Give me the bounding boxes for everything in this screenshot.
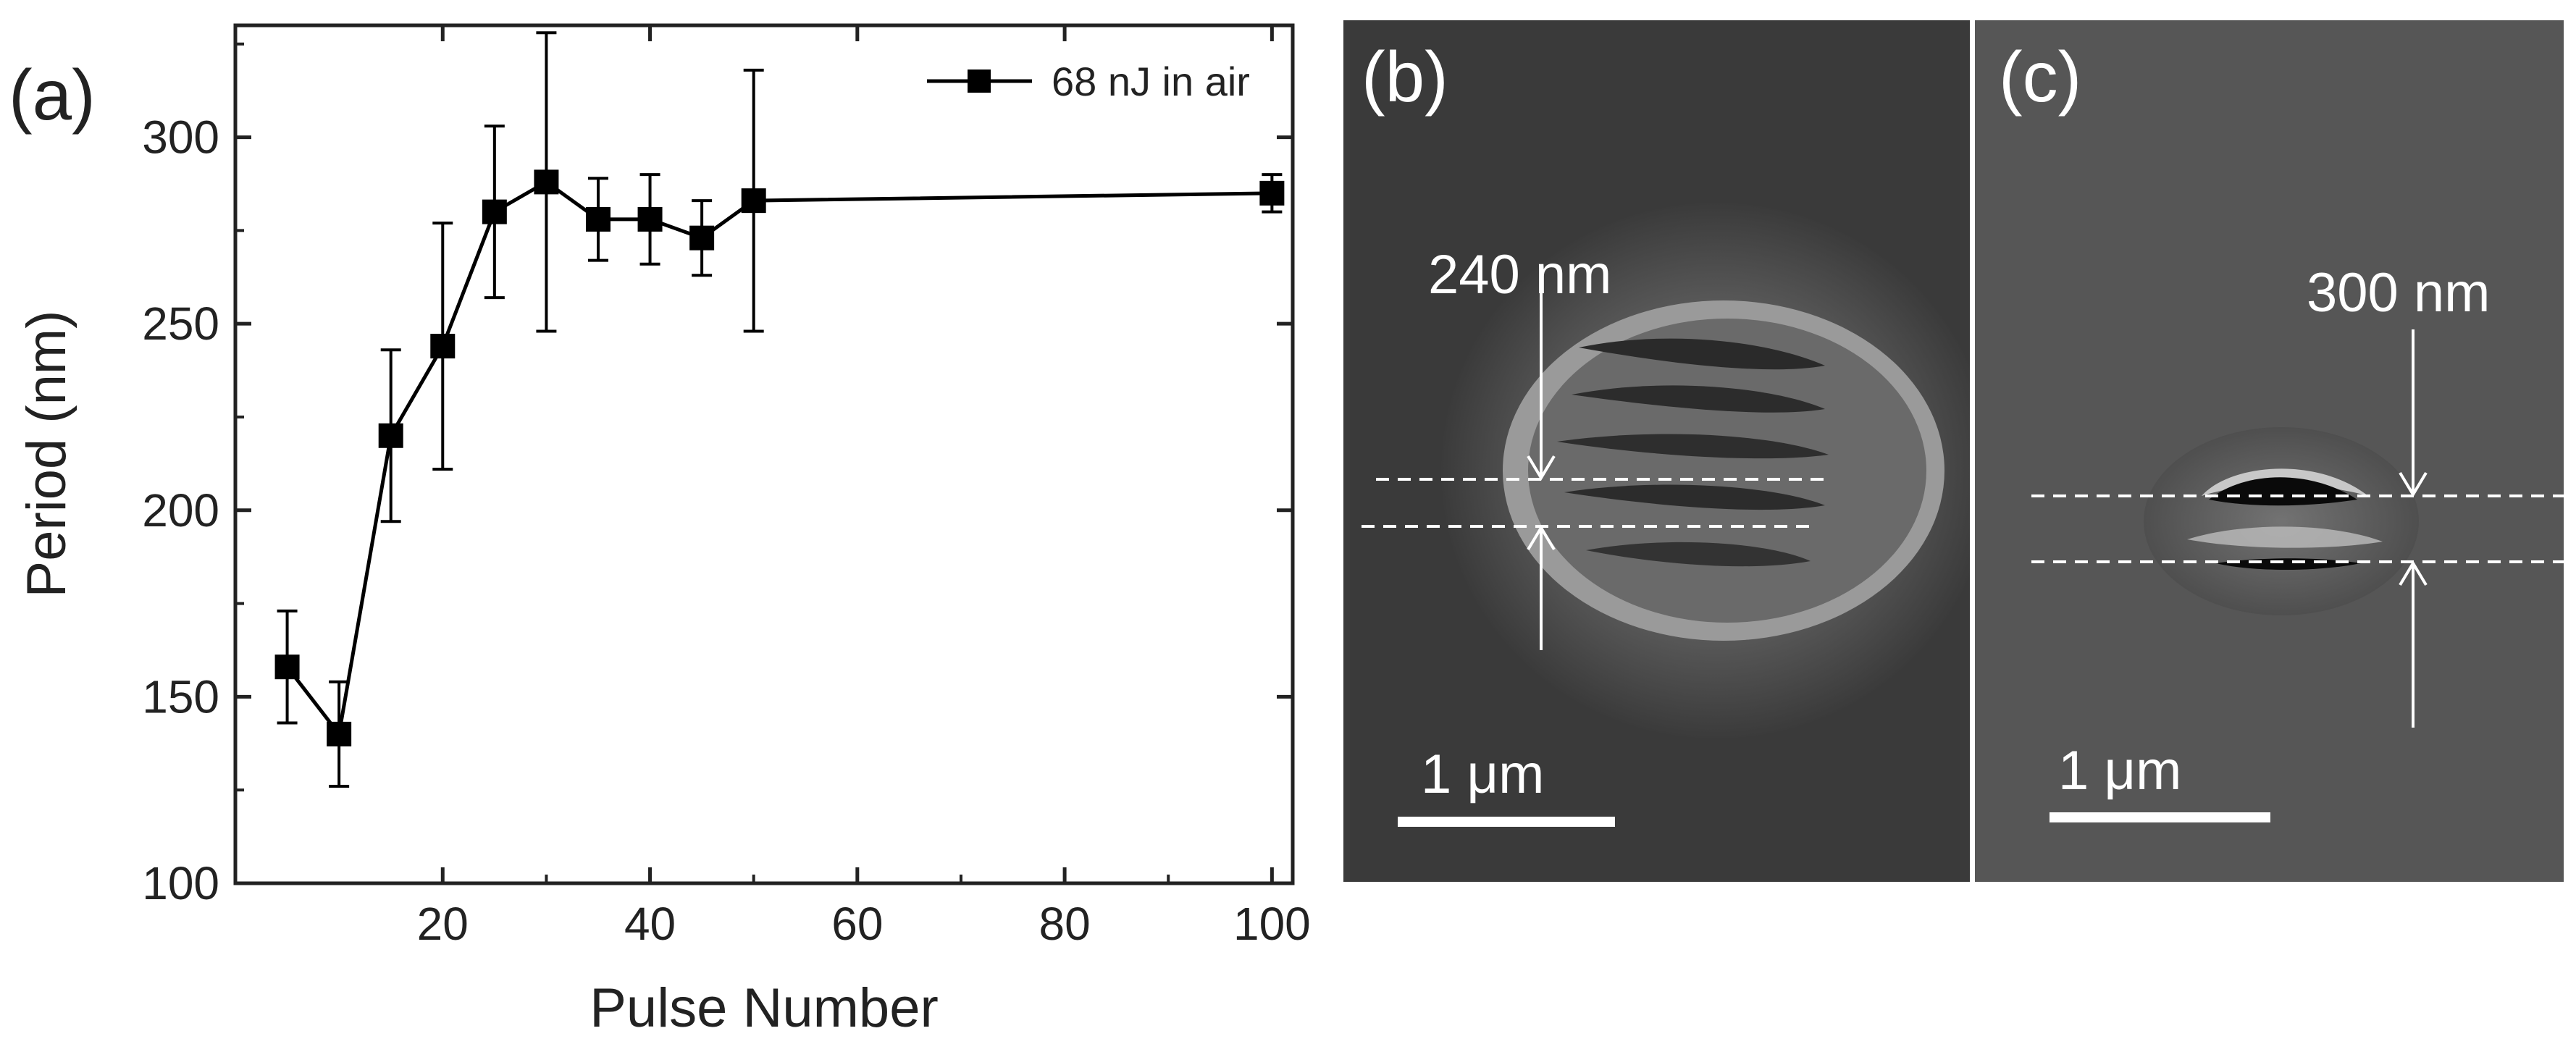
y-tick-label-3: 250 [142,298,219,350]
y-tick-label-2: 200 [142,484,219,536]
panel-label-c: (c) [1999,37,2081,117]
legend: 68 nJ in air [927,59,1250,104]
scale-bar-b [1398,817,1615,827]
x-axis-label: Pulse Number [590,977,939,1039]
crater-middle-c [2187,526,2383,548]
ripple-dark-3 [1557,434,1829,459]
arrow-b-down-head [1527,455,1556,481]
plot-frame [233,23,1295,885]
data-point-10 [1259,180,1285,206]
sem-panel-b: (b) 240 nm 1 μm [1343,20,1992,882]
ripple-dark-2 [1572,385,1825,413]
ripple-dark-4 [1564,484,1825,510]
y-tick-label-1: 150 [142,670,219,723]
x-axis-ticks: 20 40 60 80 100 [417,25,1311,950]
slit-upper-c [2209,477,2357,506]
x-tick-label-1: 40 [624,898,676,950]
series-line-0 [285,180,1272,738]
ripple-dark-1 [1579,338,1825,370]
data-point-1 [327,721,352,746]
measure-label-c: 300 nm [2307,262,2491,324]
scale-bar-c [2050,812,2270,822]
legend-marker [968,70,991,93]
chart-panel-a: (a) 20 40 60 80 100 100 150 200 250 300 Pulse Nu… [9,23,1311,1039]
arrow-c-up-head [2399,560,2428,586]
measure-label-b: 240 nm [1428,244,1612,306]
panel-label-b: (b) [1362,37,1448,117]
data-point-2 [378,423,403,448]
data-point-3 [430,334,456,359]
legend-label: 68 nJ in air [1052,59,1250,104]
x-tick-label-0: 20 [417,898,469,950]
arrow-c-down-head [2399,471,2428,497]
ripple-dark-5 [1586,542,1811,567]
panel-separator [1970,20,1975,882]
scale-label-c: 1 μm [2058,740,2181,801]
arrow-b-up-head [1527,525,1556,551]
data-point-9 [741,188,766,214]
x-tick-label-2: 60 [831,898,883,950]
y-tick-label-4: 300 [142,111,219,164]
y-tick-label-0: 100 [142,857,219,909]
scale-label-b: 1 μm [1421,744,1544,805]
data-point-7 [637,206,663,232]
data-point-6 [585,206,611,232]
panel-label-a: (a) [9,55,96,135]
y-axis-ticks: 100 150 200 250 300 [142,42,1293,909]
sem-halo-c [2144,427,2419,615]
y-axis-label: Period (nm) [16,311,77,598]
sem-panel-c: (c) 300 nm 1 μm [1975,20,2564,882]
series-layer [274,31,1285,788]
data-point-5 [534,169,559,195]
data-point-4 [482,199,507,224]
data-point-8 [689,225,715,251]
x-tick-label-4: 100 [1233,898,1311,950]
x-tick-label-3: 80 [1039,898,1091,950]
data-point-0 [274,654,300,680]
